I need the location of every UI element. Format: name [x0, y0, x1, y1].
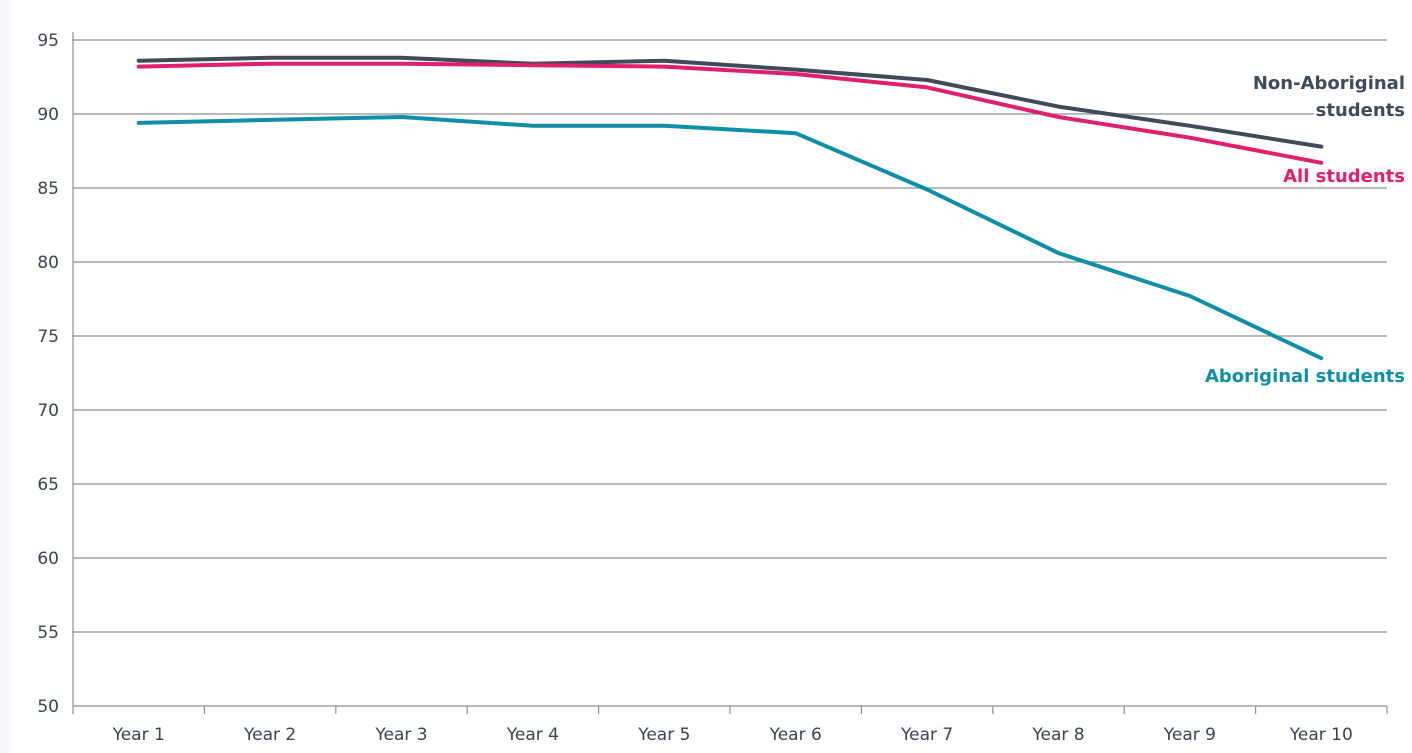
series-line-all-students [136, 61, 1324, 165]
y-tick-label: 85 [37, 179, 59, 199]
series-label: Non-Aboriginal [1253, 73, 1405, 94]
y-tick-label: 90 [37, 105, 59, 125]
series-labels: Non-Aboriginal students All students Aborig… [1202, 71, 1407, 390]
x-tick-label: Year 3 [374, 725, 427, 745]
x-tick-label: Year 6 [769, 725, 822, 745]
series-line-non-aboriginal-students [136, 55, 1324, 149]
x-tick-label: Year 1 [112, 725, 165, 745]
series-label: All students [1283, 166, 1405, 187]
series-label: Aboriginal students [1205, 366, 1405, 387]
x-tick-label: Year 5 [637, 725, 690, 745]
y-tick-label: 60 [37, 549, 59, 569]
gridlines [73, 39, 1387, 633]
y-tick-label: 55 [37, 623, 59, 643]
y-tick-label: 95 [37, 31, 59, 51]
y-tick-label: 80 [37, 253, 59, 273]
x-tick-label: Year 7 [900, 725, 953, 745]
x-tick-label: Year 2 [243, 725, 296, 745]
series-label: students [1316, 100, 1405, 121]
y-tick-label: 70 [37, 401, 59, 421]
series-lines [136, 55, 1324, 361]
y-axis-ticks: 50 55 60 65 70 75 80 85 90 95 [37, 31, 59, 717]
x-tick-label: Year 4 [506, 725, 559, 745]
x-axis: Year 1 Year 2 Year 3 Year 4 Year 5 Year 6 Year… [72, 32, 1388, 745]
x-tick-label: Year 9 [1163, 725, 1216, 745]
x-tick-label: Year 10 [1289, 725, 1353, 745]
x-tick-label: Year 8 [1031, 725, 1084, 745]
series-line-aboriginal-students [136, 115, 1324, 361]
y-tick-label: 75 [37, 327, 59, 347]
y-tick-label: 50 [37, 697, 59, 717]
y-tick-label: 65 [37, 475, 59, 495]
